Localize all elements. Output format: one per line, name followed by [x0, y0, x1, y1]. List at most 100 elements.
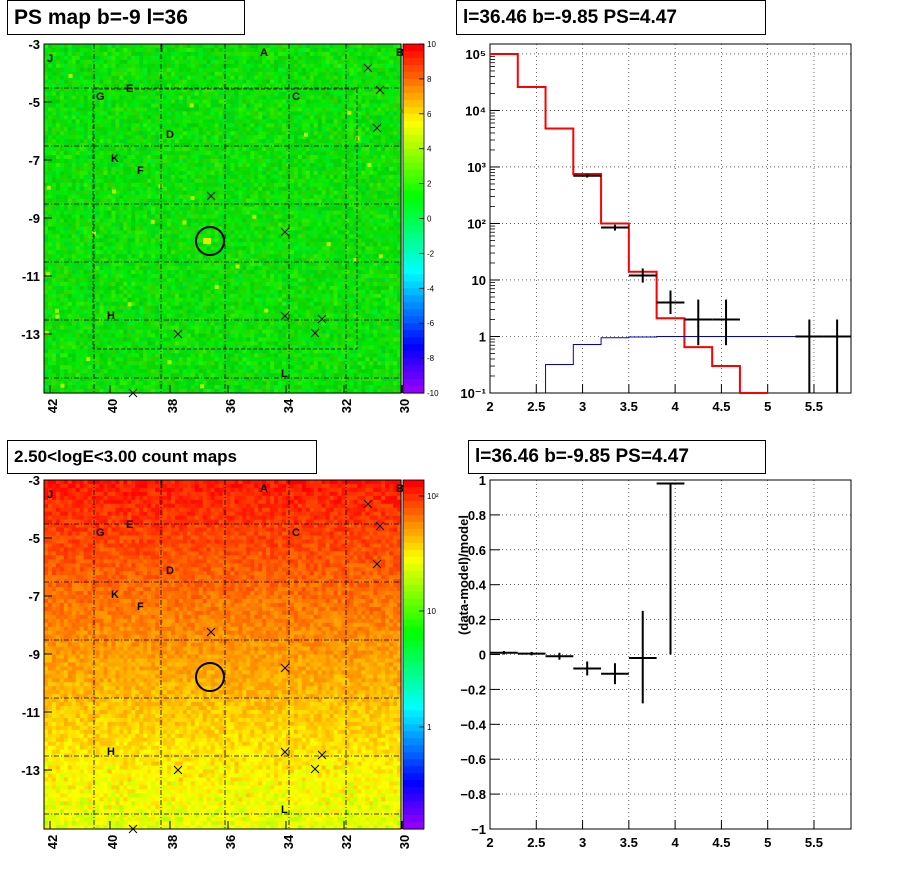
- x-tick-label: 5.5: [805, 835, 823, 850]
- hotspot: [200, 384, 205, 389]
- catalog-marker: [206, 627, 216, 637]
- hotspot: [86, 357, 91, 361]
- source-label: C: [292, 527, 300, 539]
- hotspot: [235, 264, 240, 269]
- ts-map-title: PS map b=-9 l=36: [7, 0, 245, 35]
- source-circle: [195, 662, 225, 692]
- x-tick-label: 3.5: [620, 399, 638, 414]
- catalog-marker: [173, 329, 183, 339]
- x-tick-label: 2: [486, 835, 493, 850]
- source-label: B: [396, 47, 404, 59]
- spectrum-title: l=36.46 b=-9.85 PS=4.47: [456, 0, 766, 35]
- source-label: D: [166, 565, 174, 577]
- source-label: E: [126, 83, 133, 95]
- y-tick-label: 10⁵: [465, 47, 486, 62]
- colorbar-tick-label: -8: [427, 354, 435, 363]
- source-label: L: [281, 368, 288, 380]
- source-label: H: [107, 746, 115, 758]
- catalog-marker: [280, 663, 290, 673]
- map-x-tick-label: 36: [223, 399, 238, 413]
- source-label: A: [260, 47, 268, 59]
- colorbar-tick-label: 10²: [427, 492, 439, 501]
- residual-title: l=36.46 b=-9.85 PS=4.47: [468, 440, 766, 474]
- hotspot: [378, 254, 383, 259]
- map-y-tick-label: -3: [28, 37, 40, 52]
- y-tick-label: 10: [472, 273, 486, 288]
- source-label: F: [137, 601, 144, 613]
- plot-frame: [489, 43, 852, 394]
- hotspot: [45, 331, 50, 335]
- colorbar-tick-label: 6: [427, 110, 432, 119]
- hotspot: [355, 136, 360, 141]
- map-y-tick-label: -5: [28, 95, 40, 110]
- colorbar-tick-label: 1: [427, 723, 432, 732]
- colorbar-frame: [402, 479, 425, 830]
- map-y-tick-label: -5: [28, 531, 40, 546]
- catalog-marker: [280, 311, 290, 321]
- hotspot: [150, 219, 155, 224]
- map-y-tick-label: -7: [28, 153, 40, 168]
- x-tick-label: 4.5: [712, 835, 730, 850]
- map-x-tick-label: 34: [281, 398, 296, 413]
- model-total-line: [490, 52, 768, 394]
- y-tick-label: −0.8: [460, 787, 486, 802]
- y-tick-label: 10⁴: [465, 103, 486, 118]
- spectrum-plot: 2 2.5 3 3.5 4 4.5 5 5.5 10⁻¹ 1 10 10² 10³ 10⁴ 10⁵: [460, 43, 852, 414]
- x-tick-label: 2.5: [527, 835, 545, 850]
- colorbar-tick-label: -10: [427, 389, 439, 398]
- map-x-tick-label: 42: [45, 399, 60, 413]
- y-tick-label: 1: [479, 329, 486, 344]
- residual-plot: 2 2.5 3 3.5 4 4.5 5 5.5 1 0.8 0.6 0.4 0.2 0 −0.2 −0.4 −0…: [456, 473, 852, 850]
- map-x-tick-label: 42: [45, 835, 60, 849]
- x-tick-label: 5.5: [805, 399, 823, 414]
- catalog-marker: [372, 123, 382, 133]
- count-map-title: 2.50<logE<3.00 count maps: [7, 440, 317, 474]
- hotspot: [158, 184, 163, 189]
- source-label: C: [292, 91, 300, 103]
- catalog-marker: [372, 559, 382, 569]
- source-label: B: [396, 483, 404, 495]
- hotspot: [326, 242, 331, 247]
- x-tick-label: 3.5: [620, 835, 638, 850]
- map-y-tick-label: -9: [28, 647, 40, 662]
- hotspot: [190, 196, 195, 201]
- hotspot: [400, 108, 405, 113]
- hotspot: [203, 238, 211, 244]
- map-pixels: [44, 44, 402, 394]
- x-tick-label: 2: [486, 399, 493, 414]
- map-y-tick-label: -11: [22, 269, 40, 284]
- x-tick-label: 3: [579, 399, 586, 414]
- source-label: E: [126, 519, 133, 531]
- colorbar-tick-label: 0: [427, 215, 432, 224]
- colorbar-tick-label: -6: [427, 319, 435, 328]
- map-x-tick-label: 30: [397, 399, 412, 413]
- colorbar-tick-label: 10: [427, 607, 436, 616]
- source-label: I: [160, 43, 163, 55]
- catalog-marker: [375, 85, 385, 95]
- map-x-tick-label: 40: [105, 399, 120, 413]
- x-tick-label: 5: [764, 835, 771, 850]
- x-tick-label: 3: [579, 835, 586, 850]
- hotspot: [46, 185, 51, 190]
- map-x-tick-label: 38: [165, 835, 180, 849]
- catalog-marker: [128, 388, 138, 398]
- y-tick-label: 0.4: [468, 578, 487, 593]
- source-label: A: [260, 483, 268, 495]
- hotspot: [127, 302, 132, 307]
- colorbar: 10 8 6 4 2 0 -2 -4 -6 -8 -10: [402, 40, 439, 398]
- colorbar-tick-label: 2: [427, 180, 432, 189]
- colorbar: 10² 10 1: [402, 479, 439, 830]
- y-tick-label: 0.8: [468, 508, 486, 523]
- y-tick-label: −0.4: [460, 717, 486, 732]
- map-y-tick-label: -13: [21, 763, 40, 778]
- map-x-tick-label: 34: [281, 834, 296, 849]
- colorbar-tick-label: -4: [427, 284, 435, 293]
- hotspot: [214, 285, 219, 289]
- hotspot: [55, 308, 59, 313]
- catalog-marker: [317, 314, 327, 324]
- catalog-marker: [206, 191, 216, 201]
- source-label: J: [47, 489, 53, 501]
- colorbar-tick-label: 8: [427, 75, 432, 84]
- map-x-tick-label: 30: [397, 835, 412, 849]
